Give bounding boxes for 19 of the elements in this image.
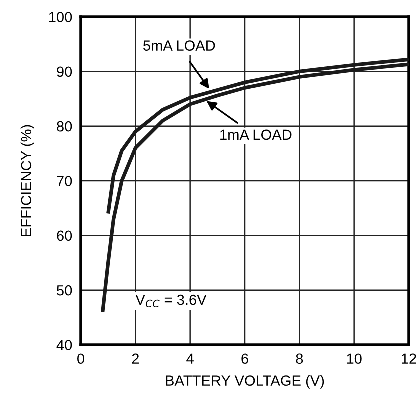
x-tick-label: 12: [402, 354, 416, 364]
x-tick-label: 0: [78, 354, 84, 364]
y-tick-label: 40: [56, 340, 72, 350]
annotation: 5mA LOAD: [144, 40, 216, 51]
y-tick-label: 50: [57, 285, 72, 296]
annotation: 1mA LOAD: [220, 130, 292, 140]
y-axis-title: EFFICIENCY (%): [20, 125, 34, 236]
y-tick-label: 100: [49, 12, 72, 22]
y-tick-label: 60: [57, 230, 72, 242]
x-tick-label: 6: [242, 354, 248, 364]
x-tick-label: 8: [296, 354, 304, 364]
x-tick-label: 4: [186, 354, 194, 364]
y-tick-label: 80: [57, 121, 72, 132]
x-tick-label: 10: [347, 354, 362, 364]
x-tick-label: 2: [132, 354, 139, 364]
y-tick-label: 90: [57, 66, 72, 78]
annotation: V$_{CC}$ = 3.6V: [136, 294, 207, 308]
x-axis-title: BATTERY VOLTAGE (V): [166, 375, 324, 389]
y-tick-label: 70: [57, 176, 72, 186]
